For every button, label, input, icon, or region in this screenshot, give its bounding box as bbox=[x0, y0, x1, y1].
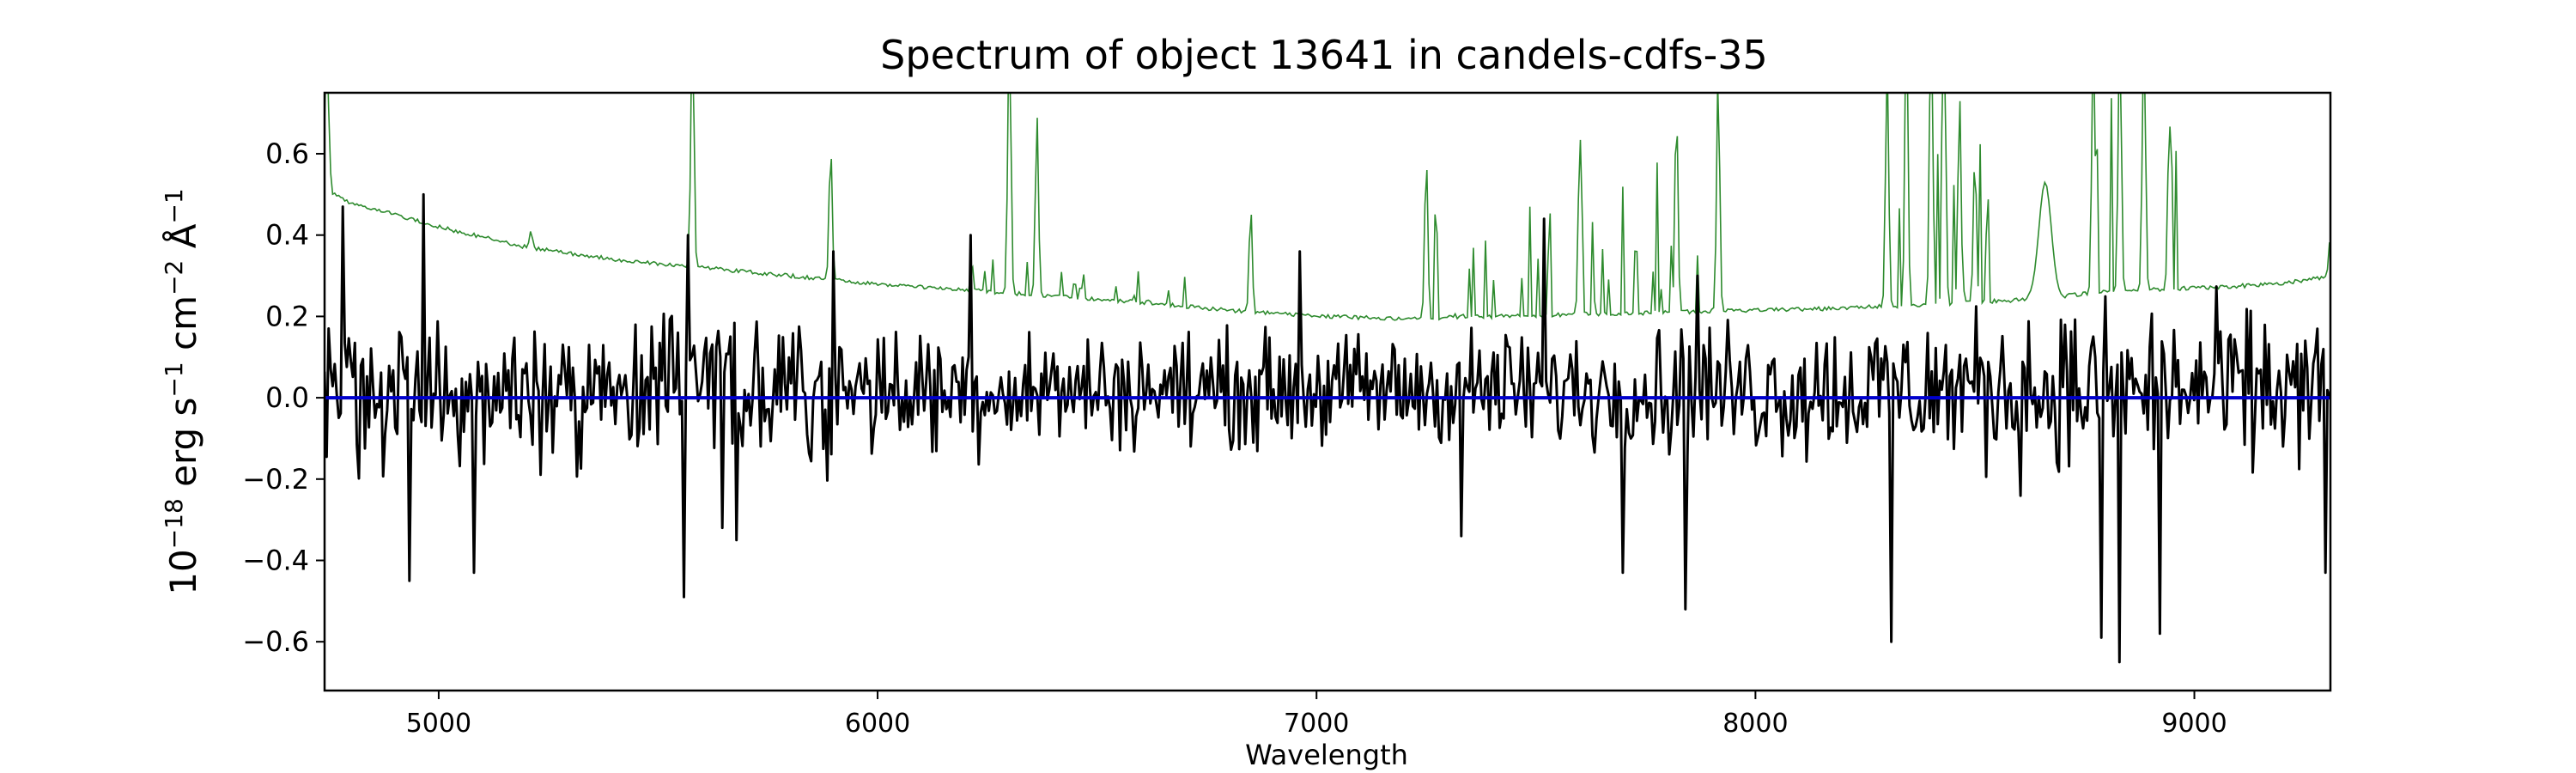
series-line-green bbox=[325, 93, 2330, 321]
y-tick-label: 0.0 bbox=[265, 381, 309, 414]
y-label-unit3: Å bbox=[161, 223, 204, 248]
y-axis-label: 10−18 erg s−1 cm−2 Å−1 bbox=[160, 188, 204, 594]
chart-title: Spectrum of object 13641 in candels-cdfs… bbox=[880, 32, 1768, 78]
x-tick-label: 9000 bbox=[2161, 709, 2227, 739]
y-label-unit2-exponent: −2 bbox=[160, 260, 188, 295]
y-tick-label: −0.4 bbox=[242, 544, 309, 576]
x-tick-label: 8000 bbox=[1722, 709, 1788, 739]
series-layer bbox=[325, 93, 2330, 664]
x-tick-label: 6000 bbox=[845, 709, 910, 739]
y-label-unit1: erg s bbox=[162, 398, 204, 487]
plot-area bbox=[325, 93, 2330, 664]
y-tick-label: −0.6 bbox=[242, 625, 309, 658]
plot-frame bbox=[323, 91, 2332, 692]
y-tick-label: −0.2 bbox=[242, 463, 309, 496]
x-tick-label: 5000 bbox=[406, 709, 471, 739]
y-label-unit3-exponent: −1 bbox=[160, 188, 188, 223]
y-tick-label: 0.6 bbox=[265, 137, 309, 170]
y-label-unit2: cm bbox=[162, 295, 204, 350]
y-label-base-exponent: −18 bbox=[160, 498, 188, 549]
y-label-base: 10 bbox=[162, 549, 204, 594]
x-tick-label: 7000 bbox=[1284, 709, 1349, 739]
y-axis: −0.6 −0.4 −0.2 0.0 0.2 0.4 0.6 bbox=[242, 137, 325, 658]
y-tick-label: 0.2 bbox=[265, 300, 309, 332]
x-axis: 5000 6000 7000 8000 9000 bbox=[406, 691, 2227, 739]
y-tick-label: 0.4 bbox=[265, 219, 309, 252]
x-axis-label: Wavelength bbox=[1245, 739, 1408, 771]
y-label-unit1-exponent: −1 bbox=[160, 362, 188, 397]
